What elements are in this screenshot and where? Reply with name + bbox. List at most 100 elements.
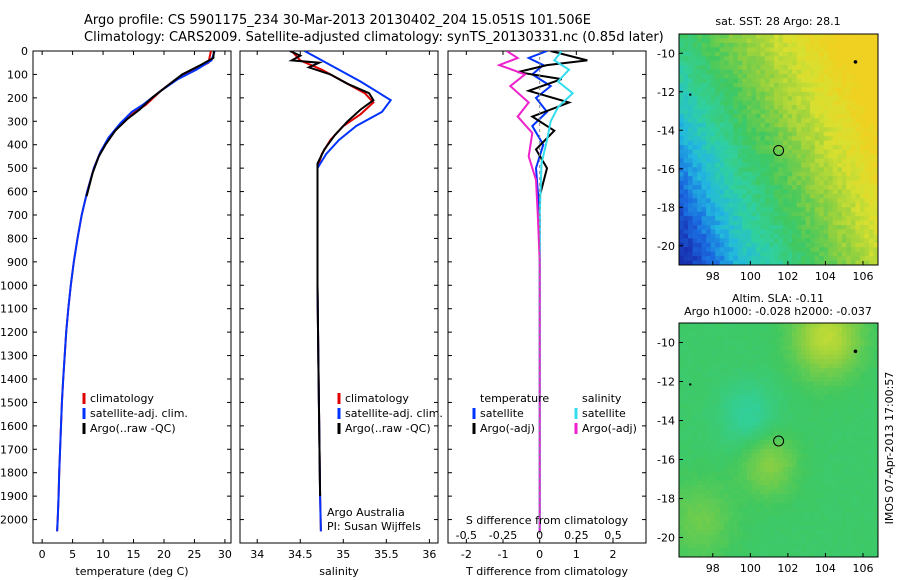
map-cell: [764, 171, 770, 177]
map-cell: [855, 122, 861, 128]
map-cell: [733, 372, 739, 378]
map-cell: [733, 431, 739, 436]
map-cell: [850, 247, 856, 253]
map-cell: [724, 180, 730, 186]
map-cell: [828, 354, 834, 360]
map-cell: [837, 47, 843, 53]
map-cell: [773, 180, 779, 186]
map-cell: [787, 327, 793, 333]
map-cell: [755, 247, 761, 253]
map-cell: [873, 247, 879, 253]
map-cell: [796, 78, 802, 84]
map-cell: [850, 176, 856, 181]
map-cell: [746, 153, 752, 159]
map-cell: [810, 327, 816, 333]
map-cell: [868, 69, 874, 75]
map-cell: [769, 525, 775, 531]
map-cell: [859, 390, 865, 396]
series-line-argo-raw-qc-: [85, 51, 215, 197]
map-cell: [855, 153, 861, 159]
map-cell: [728, 193, 734, 199]
map-cell: [864, 390, 870, 396]
s-tick-label: -0.5: [456, 529, 477, 542]
map-cell: [737, 247, 743, 253]
map-cell: [742, 386, 748, 391]
map-cell: [733, 530, 739, 535]
map-cell: [801, 480, 807, 486]
map-cell: [715, 109, 721, 115]
map-cell: [697, 122, 703, 128]
map-cell: [724, 136, 730, 142]
map-cell: [805, 225, 811, 230]
map-cell: [760, 498, 766, 504]
map-cell: [746, 354, 752, 360]
map-cell: [710, 51, 716, 57]
map-cell: [792, 65, 797, 70]
map-cell: [701, 127, 707, 133]
map-cell: [787, 180, 793, 186]
map-cell: [855, 327, 861, 333]
map-cell: [755, 251, 761, 257]
map-cell: [801, 82, 807, 88]
map-cell: [823, 100, 829, 106]
map-cell: [796, 56, 802, 62]
map-cell: [792, 113, 797, 119]
map-cell: [760, 489, 766, 495]
map-cell: [701, 530, 707, 535]
map-cell: [742, 136, 748, 142]
map-cell: [746, 359, 752, 364]
map-cell: [701, 498, 707, 504]
map-cell: [864, 404, 870, 409]
map-cell: [864, 386, 870, 391]
map-cell: [832, 359, 838, 364]
map-cell: [697, 229, 703, 235]
map-cell: [737, 327, 743, 333]
map-cell: [855, 458, 861, 463]
map-cell: [868, 489, 874, 495]
map-cell: [805, 131, 811, 137]
map-cell: [805, 158, 811, 164]
map-cell: [746, 323, 752, 328]
map-cell: [805, 435, 811, 441]
map-cell: [787, 100, 793, 106]
map-cell: [724, 534, 730, 540]
map-cell: [764, 503, 770, 508]
map-cell: [715, 202, 721, 208]
map-cell: [787, 38, 793, 44]
map-cell: [850, 548, 856, 553]
map-cell: [783, 431, 788, 436]
map-cell: [787, 440, 793, 445]
map-cell: [683, 507, 689, 513]
map-cell: [787, 323, 793, 328]
map-cell: [841, 171, 847, 177]
map-cell: [769, 118, 775, 124]
map-cell: [855, 480, 861, 486]
map-cell: [796, 458, 802, 463]
y-tick-label: 0: [21, 45, 28, 58]
map-cell: [706, 127, 712, 133]
map-cell: [855, 462, 861, 468]
map-cell: [769, 180, 775, 186]
map-cell: [868, 109, 874, 115]
map-cell: [796, 113, 802, 119]
map-cell: [792, 251, 797, 257]
map-cell: [792, 368, 797, 373]
map-cell: [850, 431, 856, 436]
map-cell: [742, 113, 748, 119]
map-cell: [801, 399, 807, 405]
y-tick-label: 1800: [0, 467, 28, 480]
map-cell: [764, 65, 770, 70]
map-cell: [683, 158, 689, 164]
map-cell: [859, 180, 865, 186]
map-cell: [783, 153, 788, 159]
map-cell: [792, 327, 797, 333]
map-cell: [742, 431, 748, 436]
map-cell: [778, 100, 784, 106]
map-cell: [873, 498, 879, 504]
map-cell: [728, 327, 734, 333]
map-cell: [742, 341, 748, 346]
map-cell: [737, 341, 743, 346]
map-cell: [873, 105, 879, 110]
map-cell: [751, 431, 757, 436]
map-cell: [823, 158, 829, 164]
